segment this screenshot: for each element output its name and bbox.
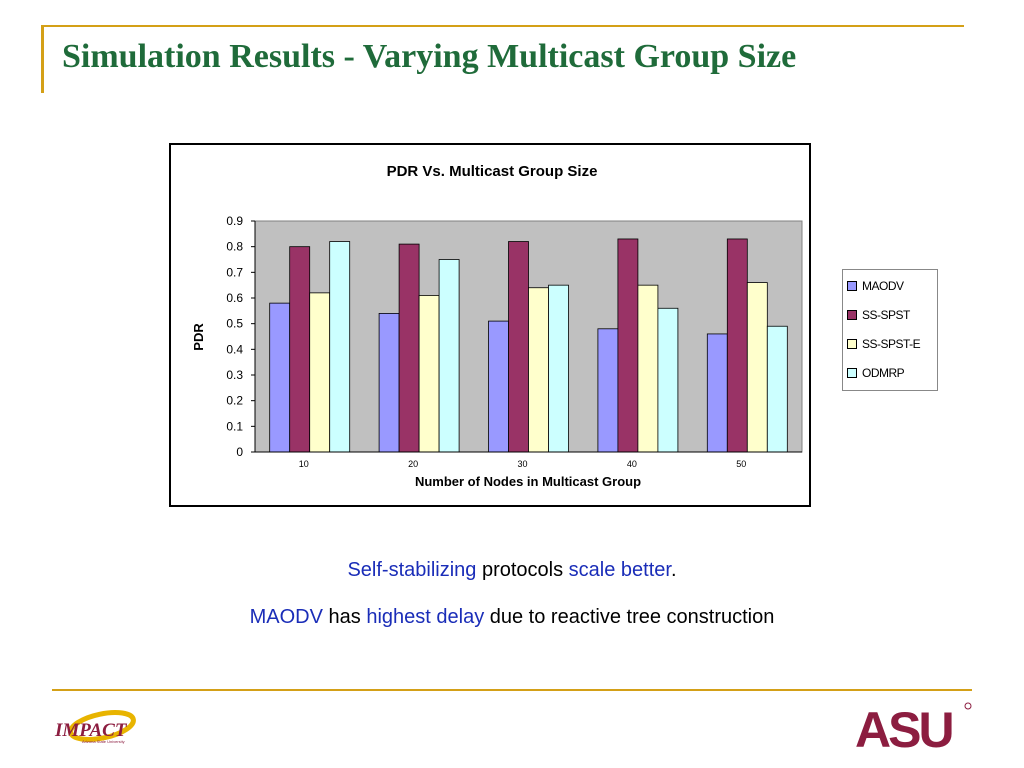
legend-item-ss-spst: SS-SPST xyxy=(847,305,910,325)
bar-maodv-40 xyxy=(597,328,619,453)
bar-odmrp-10 xyxy=(329,241,351,453)
bar-ss-spst-30 xyxy=(508,241,529,453)
bar-ss-spst-40 xyxy=(617,238,639,453)
x-category-label: 20 xyxy=(408,459,418,469)
bar-ss-spst-e-30 xyxy=(528,287,549,453)
caption-line-1: Self-stabilizing protocols scale better. xyxy=(0,559,1024,582)
impact-logo-text: IMPACT xyxy=(54,720,128,741)
legend-swatch-ss-spst xyxy=(847,310,857,320)
bar-odmrp-40 xyxy=(657,307,679,453)
bar-maodv-30 xyxy=(488,320,509,453)
bar-odmrp-30 xyxy=(548,284,569,453)
caption-highlight-self-stabilizing: Self-stabilizing xyxy=(347,559,477,581)
bar-ss-spst-50 xyxy=(726,238,748,453)
y-tick-label: 0 xyxy=(236,445,243,459)
bar-maodv-20 xyxy=(378,312,400,453)
title-accent-bar xyxy=(41,25,44,93)
bar-chart: PDR Vs. Multicast Group Size 00.10.20.30… xyxy=(191,163,803,489)
y-tick-label: 0.5 xyxy=(226,317,243,331)
caption-text-reason: due to reactive tree construction xyxy=(484,606,775,628)
chart-legend: MAODV SS-SPST SS-SPST-E ODMRP xyxy=(842,269,938,391)
caption-highlight-maodv: MAODV xyxy=(249,606,323,628)
y-tick-label: 0.4 xyxy=(226,342,243,356)
legend-item-ss-spst-e: SS-SPST-E xyxy=(847,334,921,354)
caption-line-2: MAODV has highest delay due to reactive … xyxy=(0,606,1024,629)
x-category-label: 10 xyxy=(299,459,309,469)
legend-swatch-odmrp xyxy=(847,368,857,378)
caption-text-protocols: protocols xyxy=(476,559,569,581)
chart-title: PDR Vs. Multicast Group Size xyxy=(387,163,598,180)
y-tick-label: 0.7 xyxy=(226,265,243,279)
bottom-rule xyxy=(52,689,972,691)
y-tick-label: 0.2 xyxy=(226,394,243,408)
y-tick-label: 0.1 xyxy=(226,419,243,433)
bar-ss-spst-e-50 xyxy=(746,282,768,453)
legend-swatch-ss-spst-e xyxy=(847,339,857,349)
x-category-label: 40 xyxy=(627,459,637,469)
x-category-label: 50 xyxy=(736,459,746,469)
legend-item-maodv: MAODV xyxy=(847,276,904,296)
bar-ss-spst-20 xyxy=(398,243,420,453)
chart-frame: PDR Vs. Multicast Group Size 0 0.1 0.2 0.3 0… xyxy=(169,143,811,507)
legend-label-odmrp: ODMRP xyxy=(862,366,905,380)
x-axis-categories: 10 20 30 40 50 xyxy=(299,459,747,469)
caption-text-period: . xyxy=(670,559,677,581)
y-tick-label: 0.9 xyxy=(226,214,243,228)
bar-maodv-10 xyxy=(269,302,291,453)
bar-odmrp-50 xyxy=(766,325,788,453)
asu-logo-text: ASU xyxy=(855,702,952,752)
x-axis-label: Number of Nodes in Multicast Group xyxy=(415,474,641,489)
y-axis-label: PDR xyxy=(191,323,206,351)
impact-logo-subtitle: Arizona State University xyxy=(82,739,125,744)
bar-ss-spst-e-20 xyxy=(418,295,440,453)
bar-odmrp-20 xyxy=(438,259,460,453)
impact-logo: IMPACT Arizona State University xyxy=(54,710,136,744)
x-category-label: 30 xyxy=(517,459,527,469)
top-rule xyxy=(41,25,964,27)
caption-highlight-highest-delay: highest delay xyxy=(366,606,485,628)
legend-label-ss-spst-e: SS-SPST-E xyxy=(862,337,921,351)
legend-item-odmrp: ODMRP xyxy=(847,363,905,383)
bar-ss-spst-e-40 xyxy=(637,284,659,453)
bars-group xyxy=(269,238,788,453)
y-axis-ticks: 0 0.1 0.2 0.3 0.4 0.5 0.6 0.7 0.8 0.9 xyxy=(226,214,255,459)
y-tick-label: 0.3 xyxy=(226,368,243,382)
bar-ss-spst-10 xyxy=(289,246,311,453)
caption-text-has: has xyxy=(322,606,367,628)
registered-mark-icon xyxy=(964,702,972,710)
y-tick-label: 0.6 xyxy=(226,291,243,305)
bar-ss-spst-e-10 xyxy=(309,292,331,453)
legend-label-maodv: MAODV xyxy=(862,279,904,293)
caption-highlight-scale-better: scale better xyxy=(568,559,671,581)
slide-title: Simulation Results - Varying Multicast G… xyxy=(62,38,797,75)
asu-logo: ASU xyxy=(855,702,972,752)
y-tick-label: 0.8 xyxy=(226,240,243,254)
legend-label-ss-spst: SS-SPST xyxy=(862,308,910,322)
bar-maodv-50 xyxy=(706,333,728,453)
impact-logo-swoosh xyxy=(68,710,136,742)
legend-swatch-maodv xyxy=(847,281,857,291)
